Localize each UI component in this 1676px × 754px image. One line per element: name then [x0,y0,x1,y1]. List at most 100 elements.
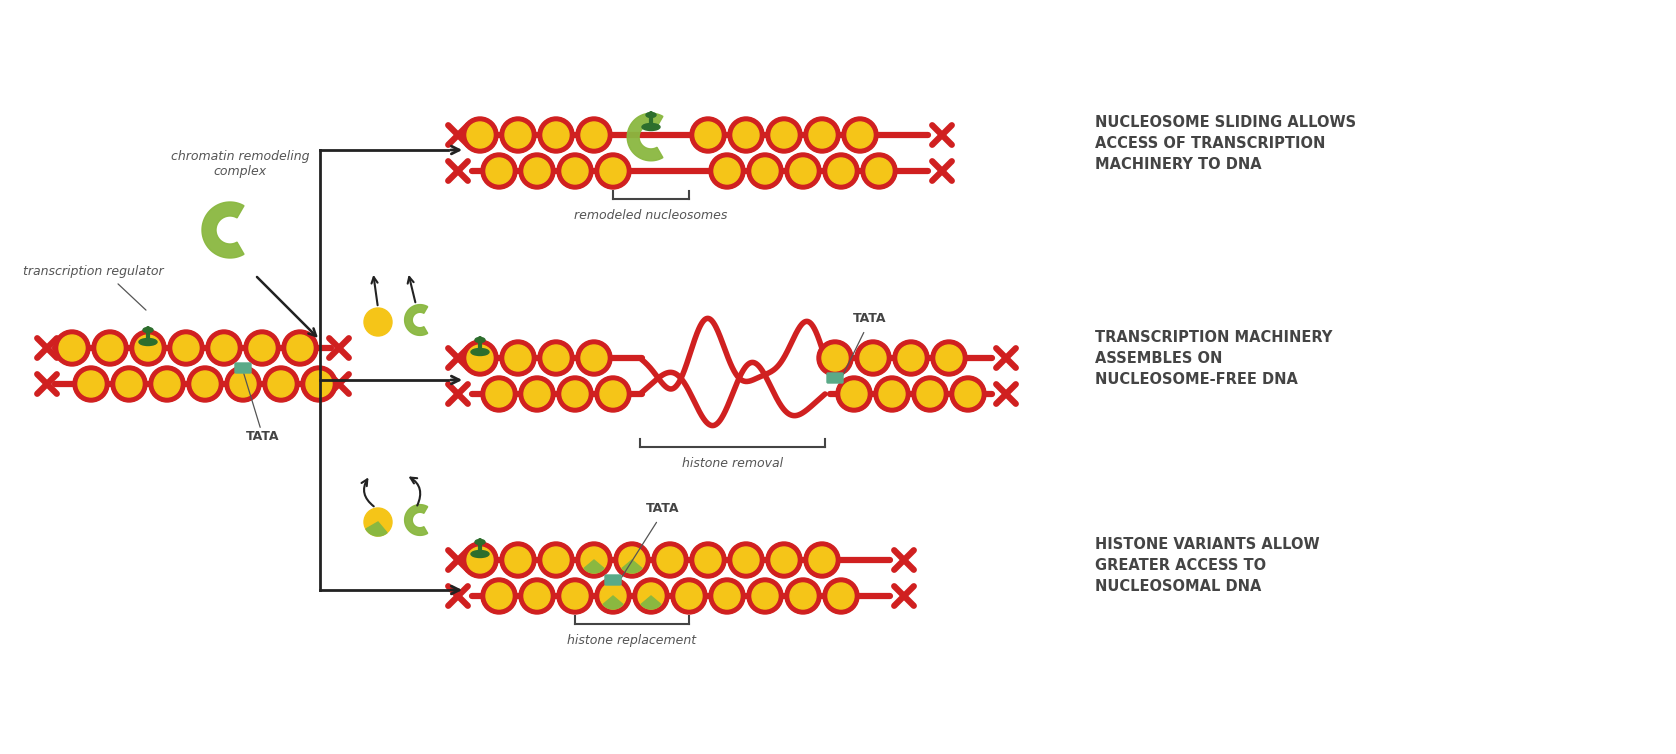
Circle shape [828,583,855,609]
Circle shape [873,376,910,412]
Circle shape [468,345,493,371]
Circle shape [577,117,612,153]
Circle shape [481,578,516,614]
Circle shape [732,547,759,573]
Circle shape [634,578,669,614]
Circle shape [861,153,897,189]
Circle shape [302,366,337,402]
Circle shape [846,122,873,148]
Circle shape [481,376,516,412]
Ellipse shape [471,550,489,557]
FancyBboxPatch shape [826,373,843,383]
Circle shape [898,345,923,371]
Circle shape [810,122,835,148]
Circle shape [766,117,803,153]
Text: TATA: TATA [647,502,680,515]
Circle shape [250,335,275,361]
Text: HISTONE VARIANTS ALLOW
GREATER ACCESS TO
NUCLEOSOMAL DNA: HISTONE VARIANTS ALLOW GREATER ACCESS TO… [1094,537,1319,594]
Circle shape [556,376,593,412]
Circle shape [486,158,511,184]
Circle shape [499,542,536,578]
Circle shape [823,153,860,189]
Circle shape [538,340,573,376]
Circle shape [639,583,664,609]
Circle shape [893,340,929,376]
Wedge shape [603,596,623,609]
Circle shape [753,583,778,609]
Circle shape [463,542,498,578]
Circle shape [486,583,511,609]
Circle shape [97,335,122,361]
Circle shape [582,122,607,148]
Circle shape [878,381,905,407]
Circle shape [727,117,764,153]
Circle shape [804,542,840,578]
Circle shape [154,371,179,397]
Circle shape [691,542,726,578]
Circle shape [525,158,550,184]
Circle shape [613,542,650,578]
Circle shape [582,547,607,573]
Text: remodeled nucleosomes: remodeled nucleosomes [575,209,727,222]
Text: histone replacement: histone replacement [568,634,697,647]
Wedge shape [583,560,603,573]
Text: TATA: TATA [853,312,887,325]
Polygon shape [627,113,664,161]
Polygon shape [203,202,245,258]
Circle shape [657,547,684,573]
Circle shape [504,122,531,148]
Circle shape [520,376,555,412]
Circle shape [520,153,555,189]
Circle shape [789,583,816,609]
Circle shape [504,547,531,573]
Circle shape [561,381,588,407]
FancyBboxPatch shape [605,575,622,585]
Circle shape [193,371,218,397]
Circle shape [930,340,967,376]
Circle shape [747,153,783,189]
Circle shape [696,122,721,148]
Circle shape [543,547,568,573]
Circle shape [595,376,630,412]
Circle shape [499,340,536,376]
Text: chromatin remodeling
complex: chromatin remodeling complex [171,150,310,178]
Circle shape [188,366,223,402]
Circle shape [917,381,944,407]
Circle shape [866,158,892,184]
Circle shape [836,376,872,412]
Circle shape [691,117,726,153]
Ellipse shape [471,348,489,355]
Circle shape [595,578,630,614]
Circle shape [582,345,607,371]
Circle shape [652,542,689,578]
Circle shape [211,335,236,361]
Circle shape [821,345,848,371]
Polygon shape [404,305,427,336]
Circle shape [556,153,593,189]
Circle shape [784,578,821,614]
Circle shape [525,583,550,609]
Circle shape [709,578,746,614]
Circle shape [263,366,298,402]
Circle shape [486,381,511,407]
Circle shape [504,345,531,371]
Circle shape [543,345,568,371]
Circle shape [912,376,949,412]
Circle shape [670,578,707,614]
Circle shape [481,153,516,189]
Ellipse shape [142,327,153,333]
Text: histone removal: histone removal [682,457,783,470]
Circle shape [600,583,627,609]
Circle shape [468,547,493,573]
Circle shape [860,345,887,371]
Circle shape [804,117,840,153]
Circle shape [841,117,878,153]
Circle shape [499,117,536,153]
Circle shape [950,376,985,412]
FancyBboxPatch shape [235,363,251,373]
Circle shape [74,366,109,402]
Ellipse shape [139,339,158,345]
Circle shape [561,583,588,609]
Circle shape [538,117,573,153]
Circle shape [771,547,798,573]
